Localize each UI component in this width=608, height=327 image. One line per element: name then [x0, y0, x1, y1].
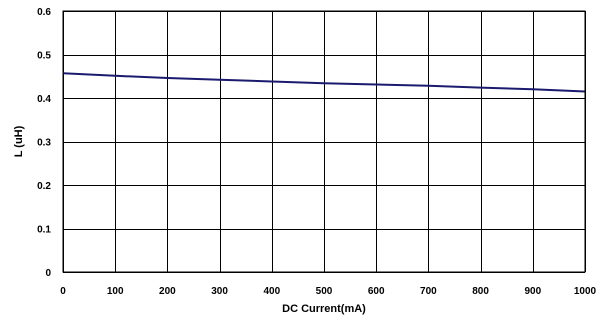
x-tick-label: 300 [211, 286, 228, 297]
y-tick-label: 0.6 [37, 7, 51, 18]
x-tick-labels: 0 100 200 300 400 500 600 700 800 900 1000 [60, 286, 596, 297]
y-tick-label: 0.2 [37, 181, 51, 192]
x-tick-label: 1000 [574, 286, 597, 297]
y-tick-label: 0.5 [37, 51, 51, 62]
y-tick-label: 0.1 [37, 225, 51, 236]
x-axis-title: DC Current(mA) [282, 303, 366, 315]
x-tick-label: 0 [60, 286, 66, 297]
series-line [62, 72, 586, 93]
y-axis-title: L (uH) [13, 125, 25, 157]
x-tick-label: 400 [263, 286, 280, 297]
x-tick-label: 500 [316, 286, 333, 297]
x-tick-label: 700 [420, 286, 437, 297]
x-tick-label: 800 [472, 286, 489, 297]
y-tick-label: 0 [45, 268, 51, 279]
x-tick-label: 600 [368, 286, 385, 297]
plot-frame [62, 10, 586, 273]
grid-layer [63, 11, 586, 273]
y-tick-labels: 0 0.1 0.2 0.3 0.4 0.5 0.6 [37, 7, 51, 279]
x-tick-label: 900 [524, 286, 541, 297]
series-layer [62, 72, 586, 93]
x-tick-label: 100 [107, 286, 124, 297]
x-tick-label: 200 [159, 286, 176, 297]
y-tick-label: 0.3 [37, 138, 51, 149]
y-tick-label: 0.4 [37, 94, 51, 105]
